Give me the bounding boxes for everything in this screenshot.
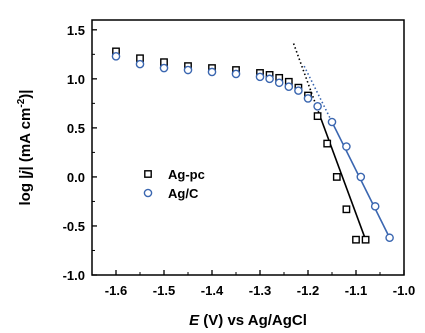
x-tick-label: -1.0 [393,283,415,298]
legend-label: Ag-pc [168,167,205,182]
data-point [323,139,332,148]
data-point [135,59,145,69]
linear-fit-line [319,115,367,240]
data-point [255,72,265,82]
y-tick-label: -0.5 [63,219,85,234]
data-point [265,74,274,84]
data-point [313,112,322,121]
y-axis-label: log |j| (mA cm-2)| [16,90,34,206]
legend-label: Ag/C [168,186,199,201]
data-point [332,173,341,181]
legend: Ag-pc Ag/C [143,167,205,201]
data-point [352,235,360,244]
data-point [327,117,337,127]
axis-ticks: -1.6 -1.5 -1.4 -1.3 -1.2 -1.1 -1.0 -1.0 -0.5 0.0 0… [63,23,416,298]
y-tick-label: -1.0 [63,268,85,283]
y-tick-label: 0.0 [67,170,85,185]
data-point [231,69,241,79]
legend-marker-square [144,170,152,178]
series-ag-c [111,51,394,243]
x-tick-label: -1.2 [297,283,319,298]
data-point [356,172,366,182]
plot-frame [91,19,405,276]
y-tick-label: 1.0 [67,72,85,87]
legend-marker-circle [143,188,153,198]
series-ag-pc [112,43,370,244]
x-tick-label: -1.3 [249,283,271,298]
data-point [274,78,284,88]
data-point [294,86,303,95]
x-tick-label: -1.1 [345,283,367,298]
data-point [385,233,394,243]
x-tick-label: -1.5 [153,283,175,298]
data-point [111,51,121,61]
y-tick-label: 0.5 [67,121,85,136]
data-point [361,235,370,244]
data-point [313,102,322,111]
data-point [303,94,313,103]
tafel-extension-line [303,65,333,123]
x-tick-label: -1.6 [105,283,127,298]
data-point [370,202,380,211]
data-point [207,67,217,77]
data-point [342,142,351,151]
data-point [159,63,169,73]
x-axis-label: E (V) vs Ag/AgCl [189,312,307,329]
data-point [284,82,294,91]
data-point [183,65,193,75]
plot-content [111,43,394,244]
data-point [342,205,351,214]
y-tick-label: 1.5 [67,23,85,38]
x-tick-label: -1.4 [201,283,224,298]
